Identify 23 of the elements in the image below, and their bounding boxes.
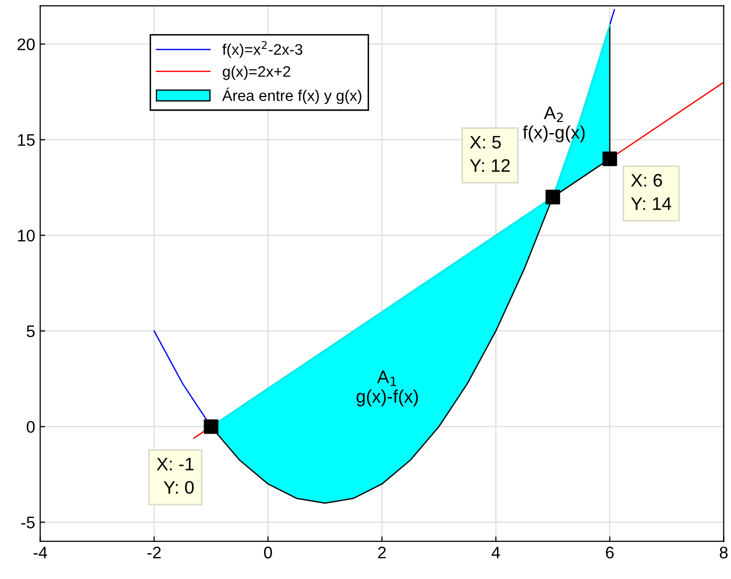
x-tick-label: 2 [378, 546, 386, 558]
y-tick-label: 15 [18, 134, 35, 146]
y-tick-label: 0 [26, 421, 35, 433]
y-tick-label: 10 [18, 230, 35, 242]
annotation: A$_{1}$ g(x)-f(x) [356, 370, 418, 406]
x-tick-label: 4 [492, 546, 500, 558]
x-tick-label: -2 [147, 546, 161, 558]
x-tick-label: 8 [720, 546, 728, 558]
annotation: X: 5 Y: 12 [470, 136, 510, 172]
x-tick-label: 0 [264, 546, 272, 558]
point [546, 190, 560, 204]
y-tick-label: 5 [26, 326, 35, 338]
legend-label: Área entre f(x) y g(x) [222, 88, 362, 104]
point [602, 152, 618, 166]
legend-label: f(x)=x$^{2}$-2x-3 [222, 40, 302, 58]
y-tick-label: 20 [18, 38, 35, 50]
legend-label: g(x)=2x+2 [222, 66, 290, 80]
annotation: X: -1 Y: 0 [156, 458, 194, 494]
point [204, 419, 218, 434]
y-tick-label: -5 [21, 516, 35, 528]
annotation: X: 6 Y: 14 [631, 174, 672, 210]
x-tick-label: 6 [606, 546, 614, 558]
x-tick-label: -4 [34, 546, 48, 558]
